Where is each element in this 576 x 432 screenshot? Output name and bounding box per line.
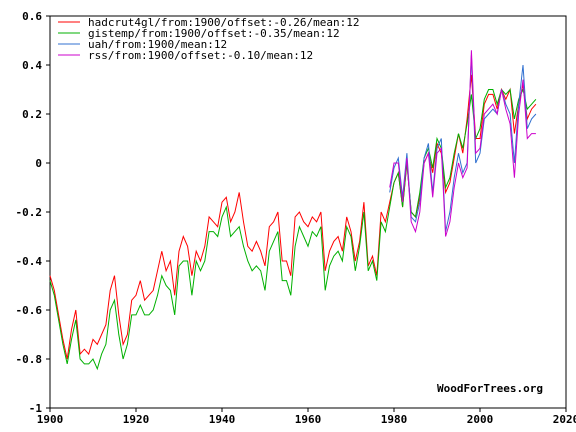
y-tick-label: -0.4 — [16, 255, 43, 268]
series-line-2 — [389, 55, 537, 232]
plot-area — [49, 15, 567, 409]
series-lines — [49, 50, 537, 371]
y-tick-label: 0 — [35, 157, 42, 170]
x-tick-label: 1980 — [381, 413, 408, 426]
y-tick-label: 0.6 — [22, 10, 42, 23]
x-tick-label: 1920 — [123, 413, 150, 426]
axis-ticks: 1900 1920 1940 1960 1980 2000 2020 -1 -0.8 -0.6 -0… — [16, 10, 576, 426]
legend-label-2: uah/from:1900/mean:12 — [88, 38, 227, 51]
x-tick-label: 1960 — [295, 413, 322, 426]
y-tick-label: 0.4 — [22, 59, 42, 72]
y-tick-label: -0.6 — [16, 304, 43, 317]
y-tick-label: -0.8 — [16, 353, 43, 366]
y-tick-label: -1 — [29, 402, 43, 415]
legend: hadcrut4gl/from:1900/offset:-0.26/mean:1… — [58, 16, 360, 62]
series-line-1 — [49, 87, 537, 371]
x-tick-label: 2000 — [467, 413, 494, 426]
x-tick-label: 1900 — [37, 413, 64, 426]
legend-label-3: rss/from:1900/offset:-0.10/mean:12 — [88, 49, 313, 62]
legend-label-0: hadcrut4gl/from:1900/offset:-0.26/mean:1… — [88, 16, 360, 29]
series-line-3 — [389, 50, 536, 237]
credit-label: WoodForTrees.org — [437, 382, 543, 395]
y-tick-label: -0.2 — [16, 206, 43, 219]
y-tick-label: 0.2 — [22, 108, 42, 121]
series-line-0 — [49, 74, 537, 360]
legend-label-1: gistemp/from:1900/offset:-0.35/mean:12 — [88, 27, 340, 40]
x-tick-label: 2020 — [553, 413, 576, 426]
x-tick-label: 1940 — [209, 413, 236, 426]
